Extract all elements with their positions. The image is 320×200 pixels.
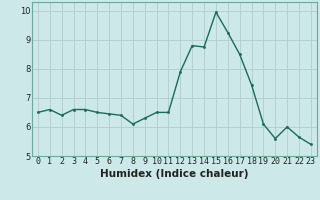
- X-axis label: Humidex (Indice chaleur): Humidex (Indice chaleur): [100, 169, 249, 179]
